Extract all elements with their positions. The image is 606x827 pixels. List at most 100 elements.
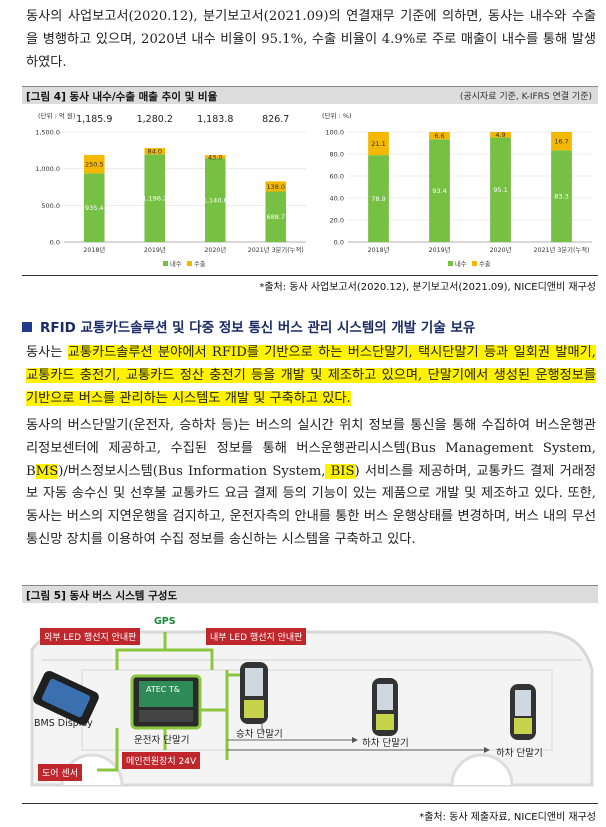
x-tick-label: 2021년 3분기(누적)	[248, 245, 304, 254]
bar-export	[429, 132, 450, 140]
x-tick-label: 2021년 3분기(누적)	[534, 245, 590, 254]
x-tick-label: 2020년	[204, 245, 226, 254]
bus-paragraph-part2: )/버스정보시스템(Bus Information System,	[58, 463, 326, 479]
section-square-icon	[22, 322, 32, 332]
data-label: 78.9	[371, 195, 385, 203]
data-label: 43.0	[208, 153, 222, 161]
legend-swatch	[472, 261, 477, 266]
bar-domestic	[551, 150, 572, 242]
bus-illustration	[30, 630, 594, 787]
bar-domestic	[83, 173, 105, 242]
intro-paragraph: 동사의 사업보고서(2020.12), 분기보고서(2021.09)의 연결재무…	[26, 9, 596, 70]
legend-label: 수출	[479, 259, 491, 268]
figure5-header: [그림 5] 동사 버스 시스템 구성도	[22, 585, 598, 603]
legend-swatch	[187, 261, 192, 266]
alight-terminal-1-label: 하차 단말기	[362, 738, 409, 749]
y-tick-label: 100.0	[325, 129, 344, 137]
data-label: 21.1	[371, 140, 385, 148]
y-tick-label: 20.0	[330, 217, 344, 225]
x-tick-label: 2018년	[83, 245, 105, 254]
legend-label: 내수	[170, 259, 182, 268]
total-label: 1,280.2	[137, 114, 173, 125]
y-tick-label: 1,000.0	[35, 165, 60, 173]
outer-led-label: 외부 LED 행선지 안내판	[40, 628, 141, 645]
data-label: 6.6	[434, 132, 444, 140]
figure4-source: *출처: 동사 사업보고서(2020.12), 분기보고서(2021.09), …	[259, 282, 596, 293]
data-label: 16.7	[554, 138, 568, 146]
bus-paragraph-part1: 동사의 버스단말기(운전자, 승하차 등)는 버스의 실시간 위치 정보를 통신…	[26, 418, 596, 479]
bar-export	[490, 132, 511, 138]
bis-highlight: BIS	[325, 463, 355, 479]
data-label: 4.9	[495, 131, 505, 139]
x-tick-label: 2018년	[368, 245, 390, 254]
legend-label: 내수	[455, 259, 467, 268]
bus-system-diagram: GPS 외부 LED 행선지 안내판 내부 LED 행선지 안내판 ATEC T…	[22, 610, 598, 800]
bus-terminal-paragraph: 동사의 버스단말기(운전자, 승하차 등)는 버스의 실시간 위치 정보를 통신…	[26, 415, 596, 552]
y-tick-label: 0.0	[334, 239, 344, 247]
y-tick-label: 0.0	[50, 239, 60, 247]
alight-terminal-2-label: 하차 단말기	[496, 748, 543, 759]
data-label: 1,140.8	[203, 197, 228, 205]
x-tick-label: 2019년	[429, 245, 451, 254]
inner-led-label: 내부 LED 행선지 안내판	[206, 628, 307, 645]
rfid-paragraph-highlight: 교통카드솔루션 분야에서 RFID를 기반으로 하는 버스단말기, 택시단말기 …	[26, 345, 596, 406]
bar-export	[551, 132, 572, 151]
driver-terminal-label: 운전자 단말기	[134, 735, 190, 746]
bar-export	[368, 132, 389, 156]
unit-label: (단위 : 억 원)	[38, 111, 75, 120]
data-label: 138.0	[266, 183, 285, 191]
x-tick-label: 2020년	[490, 245, 512, 254]
y-tick-label: 80.0	[330, 151, 344, 159]
legend-swatch	[448, 261, 453, 266]
figure4-note: (공시자료 기준, K-IFRS 연결 기준)	[459, 92, 592, 102]
figure5-source: *출처: 동사 제출자료, NICE디앤비 재구성	[419, 812, 596, 823]
bar-domestic	[265, 191, 287, 242]
bms-display-label: BMS Display	[34, 718, 93, 729]
door-sensor-label: 도어 센서	[38, 764, 82, 781]
legend-swatch	[163, 261, 168, 266]
total-label: 1,185.9	[76, 114, 112, 125]
section-title-text: RFID 교통카드솔루션 및 다중 정보 통신 버스 관리 시스템의 개발 기술…	[40, 320, 476, 336]
bar-export	[83, 155, 105, 174]
figure5-title: [그림 5] 동사 버스 시스템 구성도	[26, 590, 178, 602]
total-label: 826.7	[262, 114, 289, 125]
data-label: 83.3	[554, 193, 568, 201]
figure4-header: [그림 4] 동사 내수/수출 매출 추이 및 비율 (공시자료 기준, K-I…	[22, 86, 598, 104]
domestic-export-ratio-chart: (단위 : %) 0.0 20.0 40.0 60.0 80.0 100.0 78.9 21.1…	[322, 111, 592, 268]
bar-export	[144, 148, 166, 155]
data-label: 250.5	[85, 161, 104, 169]
y-tick-label: 60.0	[330, 173, 344, 181]
bus-paragraph-part3: ) 서비스를 제공하며, 교통카드 결제 거래정보 자동 송수신 및 선후불 교…	[26, 463, 596, 547]
boarding-terminal-label: 승차 단말기	[236, 729, 283, 740]
section-title: RFID 교통카드솔루션 및 다중 정보 통신 버스 관리 시스템의 개발 기술…	[22, 316, 475, 336]
bar-domestic	[490, 137, 511, 242]
bar-domestic	[144, 154, 166, 242]
bar-domestic	[429, 139, 450, 242]
rfid-paragraph-lead: 동사는	[26, 345, 68, 360]
y-tick-label: 40.0	[330, 195, 344, 203]
data-label: 95.1	[493, 186, 507, 194]
unit-label: (단위 : %)	[322, 111, 352, 120]
device-brand-label: ATEC T&	[146, 685, 181, 694]
figure4-rule	[22, 275, 598, 276]
data-label: 688.7	[266, 213, 285, 221]
data-label: 1,196.2	[142, 195, 167, 203]
x-tick-label: 2019년	[144, 245, 166, 254]
data-label: 93.4	[432, 187, 446, 195]
data-label: 84.0	[148, 148, 162, 156]
total-label: 1,183.8	[197, 114, 233, 125]
legend-label: 수출	[194, 259, 206, 268]
bms-highlight: MS	[35, 463, 59, 479]
domestic-export-sales-chart: (단위 : 억 원) 0.0 500.0 1,000.0 1,500.0 935.4 250…	[35, 111, 306, 268]
gps-label: GPS	[154, 616, 176, 627]
figure5-rule	[22, 803, 598, 804]
bar-export	[265, 181, 287, 192]
rfid-paragraph: 동사는 교통카드솔루션 분야에서 RFID를 기반으로 하는 버스단말기, 택시…	[26, 342, 596, 410]
figure4-title: [그림 4] 동사 내수/수출 매출 추이 및 비율	[26, 91, 218, 103]
y-tick-label: 1,500.0	[35, 129, 60, 137]
data-label: 935.4	[85, 204, 104, 212]
bar-domestic	[204, 158, 226, 242]
bar-domestic	[368, 155, 389, 242]
main-power-label: 메인전원장치 24V	[122, 752, 201, 769]
y-tick-label: 500.0	[41, 202, 60, 210]
